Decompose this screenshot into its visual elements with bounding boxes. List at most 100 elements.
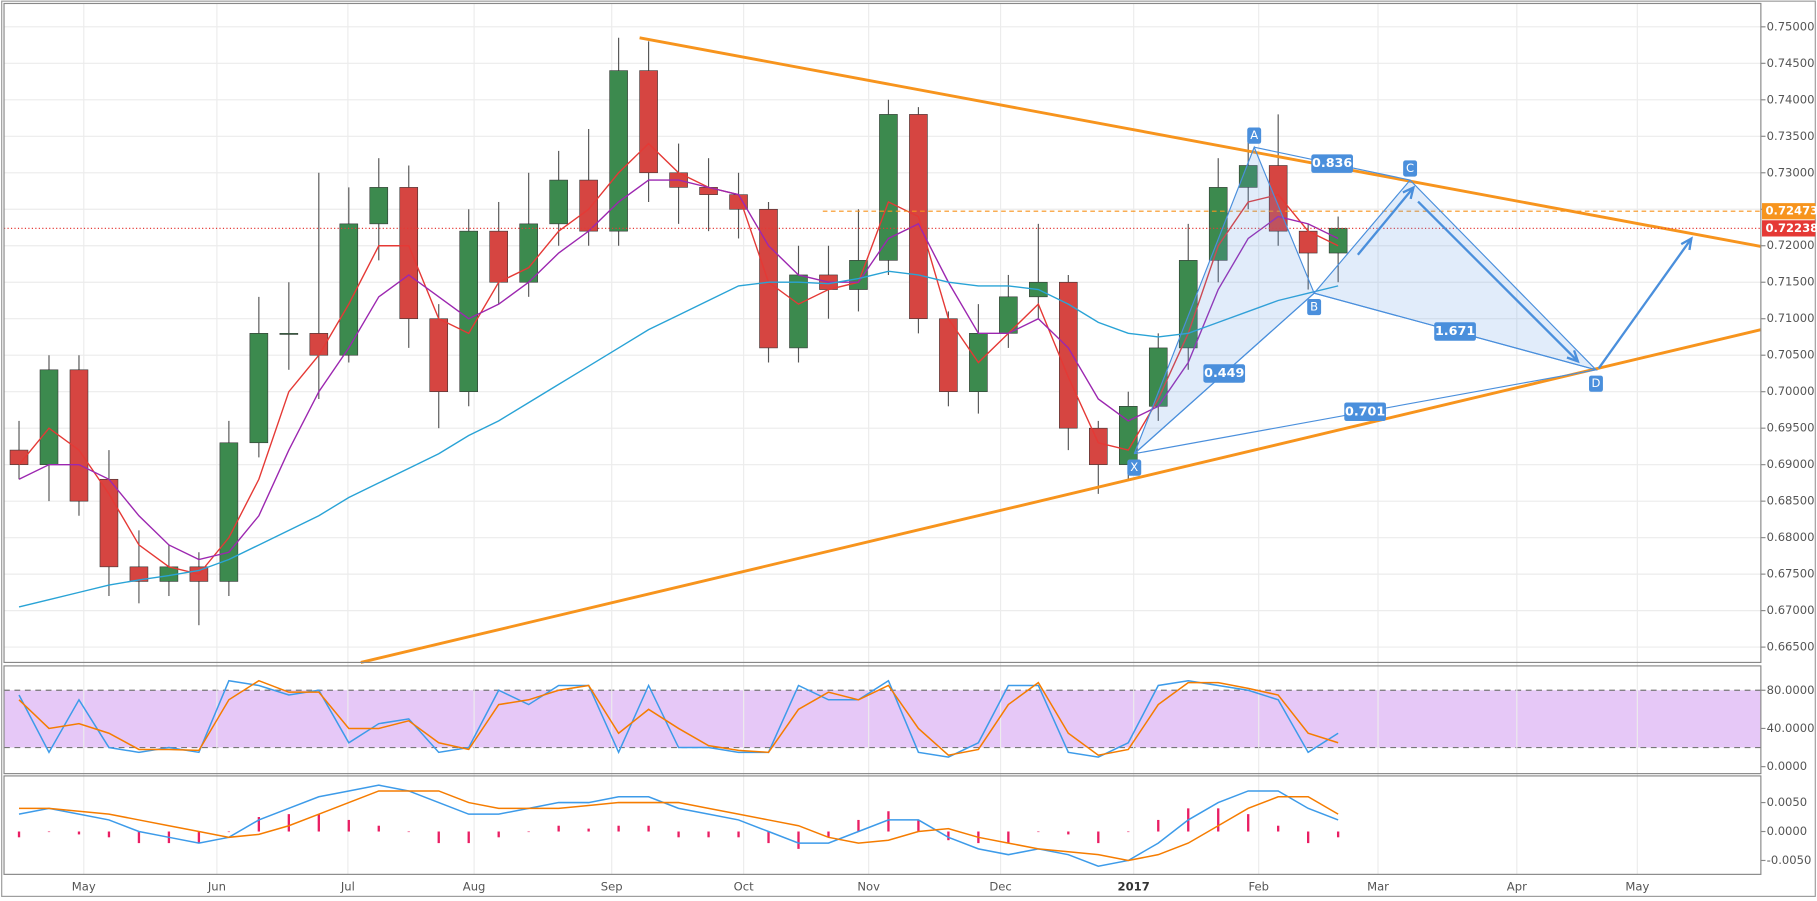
candle-body: [339, 223, 359, 356]
projection-arrow: [1417, 200, 1579, 363]
x-tick-label: May: [72, 880, 96, 894]
candle-body: [9, 449, 29, 465]
indicator-line: [18, 179, 1339, 561]
histogram-bar: [917, 819, 920, 832]
indicator-line: [18, 679, 1339, 756]
candle-body: [1208, 187, 1228, 261]
candle-body: [129, 566, 149, 582]
y-tick-label: 0.68000: [1767, 530, 1815, 544]
histogram-bar: [1277, 825, 1280, 832]
x-tick-label: May: [1625, 880, 1649, 894]
histogram-bar: [137, 831, 141, 844]
pattern-point-label: C: [1406, 161, 1414, 175]
histogram-bar: [1037, 831, 1040, 833]
x-tick-label: Aug: [463, 880, 486, 894]
histogram-bar: [1217, 808, 1220, 832]
histogram-bar: [1067, 831, 1070, 835]
histogram-bar: [767, 831, 770, 844]
candle-body: [99, 478, 119, 568]
trend-line: [360, 328, 1762, 664]
indicator-line: [18, 142, 1339, 575]
candle-body: [939, 318, 958, 392]
histogram-bar: [1157, 819, 1160, 832]
histogram-bar: [617, 825, 620, 832]
indicator-line: [18, 679, 1339, 758]
histogram-bar: [197, 831, 201, 844]
indicator-line: [18, 784, 1339, 868]
x-tick-label: Dec: [989, 880, 1011, 894]
arrow-head: [1402, 185, 1416, 200]
histogram-bar: [1127, 831, 1130, 833]
histogram-bar: [587, 828, 590, 832]
y-tick-label: 0.67500: [1767, 567, 1815, 581]
pattern-point-label: X: [1130, 460, 1138, 474]
ratio-box: [1311, 154, 1353, 173]
trend-line: [639, 36, 1762, 248]
candle-body: [459, 230, 479, 392]
candle-body: [1328, 227, 1348, 254]
price-label: 0.72238: [1765, 221, 1817, 235]
x-tick-label: Oct: [734, 880, 754, 894]
y-tick-label: 0.0000: [1767, 759, 1808, 773]
arrow-head: [1680, 236, 1693, 251]
pattern-point-box: [1127, 459, 1142, 476]
ratio-label: 0.701: [1345, 404, 1385, 419]
histogram-bar: [77, 831, 81, 835]
histogram-bar: [1097, 831, 1100, 844]
histogram-bar: [737, 831, 740, 838]
y-tick-label: 0.74000: [1767, 92, 1815, 106]
y-tick-label: 0.70500: [1767, 348, 1815, 362]
y-tick-label: 0.69000: [1767, 457, 1815, 471]
candle-body: [399, 187, 419, 320]
histogram-bar: [947, 831, 950, 841]
y-tick-label: 0.73500: [1767, 129, 1815, 143]
candle-body: [1238, 165, 1258, 188]
candle-body: [639, 70, 658, 174]
y-tick-label: 0.71000: [1767, 311, 1815, 325]
band-fill: [4, 690, 1761, 748]
histogram-bar: [647, 825, 650, 832]
x-tick-label: Nov: [857, 880, 880, 894]
y-tick-label: -0.0050: [1767, 853, 1812, 867]
candle-body: [549, 179, 568, 225]
candle-body: [609, 70, 628, 232]
histogram-bar: [257, 817, 261, 832]
y-tick-label: 0.69500: [1767, 421, 1815, 435]
histogram-bar: [827, 831, 830, 838]
indicator-line: [19, 790, 1339, 862]
x-tick-label: 2017: [1118, 880, 1150, 894]
x-tick-label: Sep: [601, 880, 623, 894]
y-tick-label: 0.75000: [1767, 19, 1815, 33]
x-tick-label: Jun: [207, 880, 226, 894]
candle-body: [729, 194, 748, 210]
indicator-line: [18, 270, 1339, 608]
histogram-bar: [527, 831, 530, 833]
price-label: 0.72473: [1765, 204, 1817, 218]
candle-body: [489, 230, 508, 283]
candle-body: [69, 369, 89, 502]
y-tick-label: 0.70000: [1767, 384, 1815, 398]
candle-body: [429, 318, 449, 392]
price-label-box: [1762, 220, 1816, 237]
candle-body: [1118, 406, 1138, 465]
histogram-bar: [437, 831, 440, 844]
histogram-bar: [887, 811, 890, 832]
pattern-point-box: [1403, 160, 1418, 177]
pattern-point-box: [1589, 375, 1603, 392]
pattern-point-box: [1247, 127, 1262, 144]
y-tick-label: 0.68500: [1767, 494, 1815, 508]
y-tick-label: 0.72000: [1767, 238, 1815, 252]
histogram-bar: [797, 831, 800, 849]
histogram-bar: [17, 831, 21, 838]
candle-body: [519, 223, 538, 283]
histogram-bar: [287, 814, 290, 832]
x-tick-label: Apr: [1507, 880, 1527, 894]
ratio-label: 0.449: [1204, 366, 1244, 381]
histogram-bar: [467, 831, 470, 844]
stoch-panel-frame: [3, 665, 1762, 775]
macd-panel-frame: [3, 775, 1762, 875]
